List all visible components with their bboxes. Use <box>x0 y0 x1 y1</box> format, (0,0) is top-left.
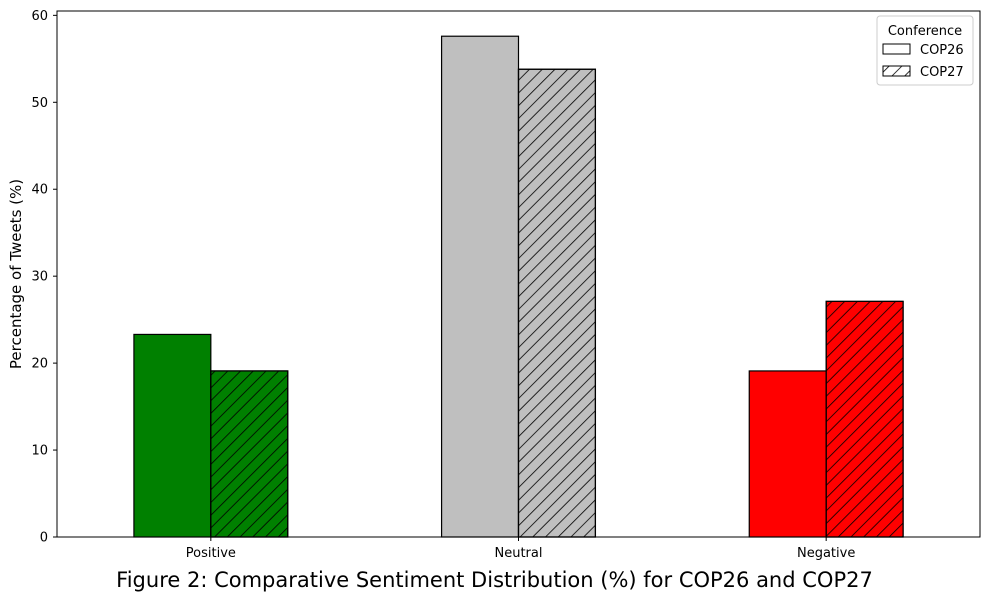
y-tick-label: 60 <box>31 9 48 24</box>
x-tick-label: Positive <box>186 546 236 560</box>
legend: Conference COP26 COP27 <box>876 15 974 86</box>
y-tick-label: 10 <box>31 444 48 459</box>
x-tick-label: Neutral <box>495 546 543 560</box>
bar-negative-cop26 <box>748 370 827 538</box>
y-tick-label: 50 <box>31 96 48 111</box>
legend-label-cop26: COP26 <box>920 43 964 58</box>
bar-hatch-neutral-cop27 <box>517 68 597 538</box>
bar-hatch-negative-cop27 <box>825 300 904 538</box>
bar-chart: Positive Neutral Negative 0 10 20 30 40 50 60 Per… <box>7 9 981 560</box>
bar-hatch-positive-cop27 <box>210 370 289 538</box>
y-tick-label: 40 <box>31 183 48 198</box>
x-tick-label: Negative <box>797 546 855 560</box>
legend-title: Conference <box>888 24 962 39</box>
figure-caption: Figure 2: Comparative Sentiment Distribu… <box>116 568 873 592</box>
legend-label-cop27: COP27 <box>920 65 964 80</box>
bar-positive-cop26 <box>133 333 212 538</box>
legend-swatch-cop27 <box>882 65 911 77</box>
bars-layer <box>133 35 904 538</box>
axes: Positive Neutral Negative 0 10 20 30 40 50 60 <box>31 9 855 560</box>
y-axis-label: Percentage of Tweets (%) <box>7 179 25 369</box>
y-tick-label: 0 <box>40 531 48 546</box>
y-tick-label: 20 <box>31 357 48 372</box>
legend-swatch-cop26 <box>882 43 911 55</box>
y-tick-label: 30 <box>31 270 48 285</box>
bar-neutral-cop26 <box>440 35 520 538</box>
